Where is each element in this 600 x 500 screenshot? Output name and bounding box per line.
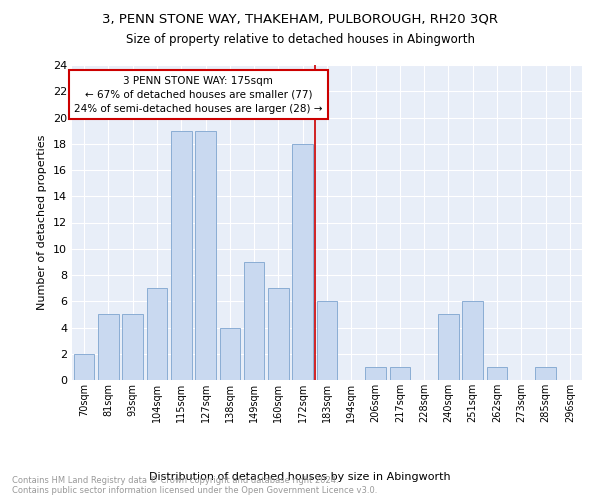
Text: Distribution of detached houses by size in Abingworth: Distribution of detached houses by size … — [149, 472, 451, 482]
Bar — [535, 367, 556, 380]
Bar — [195, 130, 216, 380]
Bar — [122, 314, 143, 380]
Bar — [244, 262, 265, 380]
Bar — [146, 288, 167, 380]
Bar — [292, 144, 313, 380]
Bar — [74, 354, 94, 380]
Y-axis label: Number of detached properties: Number of detached properties — [37, 135, 47, 310]
Bar — [171, 130, 191, 380]
Bar — [317, 301, 337, 380]
Bar — [389, 367, 410, 380]
Bar — [365, 367, 386, 380]
Bar — [268, 288, 289, 380]
Text: 3 PENN STONE WAY: 175sqm
← 67% of detached houses are smaller (77)
24% of semi-d: 3 PENN STONE WAY: 175sqm ← 67% of detach… — [74, 76, 323, 114]
Bar — [220, 328, 240, 380]
Text: Size of property relative to detached houses in Abingworth: Size of property relative to detached ho… — [125, 32, 475, 46]
Bar — [98, 314, 119, 380]
Bar — [438, 314, 459, 380]
Text: 3, PENN STONE WAY, THAKEHAM, PULBOROUGH, RH20 3QR: 3, PENN STONE WAY, THAKEHAM, PULBOROUGH,… — [102, 12, 498, 26]
Bar — [463, 301, 483, 380]
Bar — [487, 367, 508, 380]
Text: Contains HM Land Registry data © Crown copyright and database right 2024.: Contains HM Land Registry data © Crown c… — [12, 476, 338, 485]
Text: Contains public sector information licensed under the Open Government Licence v3: Contains public sector information licen… — [12, 486, 377, 495]
